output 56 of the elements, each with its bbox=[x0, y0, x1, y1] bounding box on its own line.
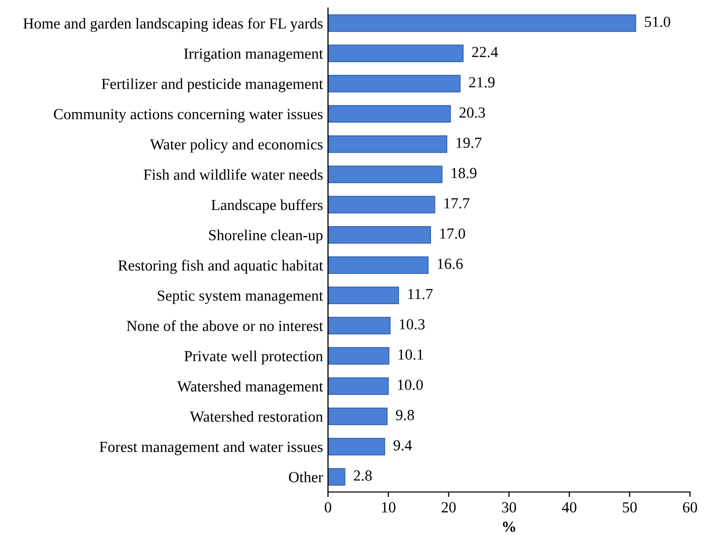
bar bbox=[328, 468, 346, 486]
x-tick-label: 50 bbox=[622, 502, 637, 512]
bar bbox=[328, 135, 448, 153]
x-tick-label: 20 bbox=[442, 502, 456, 512]
y-tick-label: Private well protection bbox=[184, 350, 323, 364]
y-tick-label: Other bbox=[288, 472, 324, 482]
y-tick-label: Fertilizer and pesticide management bbox=[102, 78, 324, 92]
data-label: 20.3 bbox=[459, 107, 485, 118]
x-axis-title: % bbox=[502, 522, 516, 532]
bar bbox=[328, 408, 388, 426]
x-tick-label: 0 bbox=[324, 502, 332, 512]
bar bbox=[328, 196, 436, 214]
bar bbox=[328, 377, 389, 395]
x-tick-label: 60 bbox=[683, 502, 698, 512]
data-label: 17.7 bbox=[444, 198, 470, 209]
y-tick-label: Watershed management bbox=[177, 380, 324, 395]
data-label: 11.7 bbox=[408, 288, 433, 300]
bar bbox=[328, 286, 400, 304]
x-tick-label: 30 bbox=[502, 502, 516, 512]
x-tick-label: 10 bbox=[382, 502, 396, 512]
data-label: 16.6 bbox=[438, 258, 463, 270]
bar bbox=[328, 226, 431, 244]
bar bbox=[328, 438, 386, 456]
data-label: 22.4 bbox=[472, 46, 498, 58]
data-label: 9.8 bbox=[396, 410, 414, 420]
y-tick-label: Shoreline clean-up bbox=[209, 230, 323, 244]
y-tick-label: Irrigation management bbox=[184, 48, 324, 62]
bar bbox=[328, 347, 390, 365]
y-tick-label: Fish and wildlife water needs bbox=[144, 168, 323, 180]
y-tick-label: Community actions concerning water issues bbox=[54, 109, 323, 122]
bar bbox=[328, 256, 429, 274]
bar bbox=[328, 14, 636, 32]
y-tick-label: Watershed restoration bbox=[190, 411, 323, 422]
y-tick-label: Water policy and economics bbox=[150, 138, 323, 153]
y-tick-label: None of the above or no interest bbox=[126, 320, 324, 332]
y-tick-label: Restoring fish and aquatic habitat bbox=[118, 260, 324, 274]
x-tick-label: 40 bbox=[562, 502, 576, 512]
y-tick-label: Home and garden landscaping ideas for FL yards bbox=[23, 18, 323, 32]
data-label: 10.0 bbox=[398, 380, 423, 390]
bar bbox=[328, 166, 442, 184]
data-label: 17.0 bbox=[440, 228, 466, 239]
y-tick-label: Septic system management bbox=[158, 290, 324, 304]
y-tick-label: Forest management and water issues bbox=[100, 441, 323, 456]
bar bbox=[328, 316, 391, 334]
data-label: 19.7 bbox=[456, 138, 482, 148]
data-label: 10.1 bbox=[398, 349, 424, 360]
data-label: 18.9 bbox=[452, 168, 476, 178]
data-label: 2.8 bbox=[354, 470, 372, 481]
bar bbox=[328, 105, 451, 123]
y-tick-label: Landscape buffers bbox=[211, 199, 323, 214]
data-label: 21.9 bbox=[469, 77, 495, 88]
bar bbox=[328, 44, 464, 62]
data-label: 9.4 bbox=[394, 440, 412, 451]
bar bbox=[328, 74, 461, 92]
data-label: 51.0 bbox=[644, 16, 670, 28]
data-label: 10.3 bbox=[400, 319, 425, 330]
